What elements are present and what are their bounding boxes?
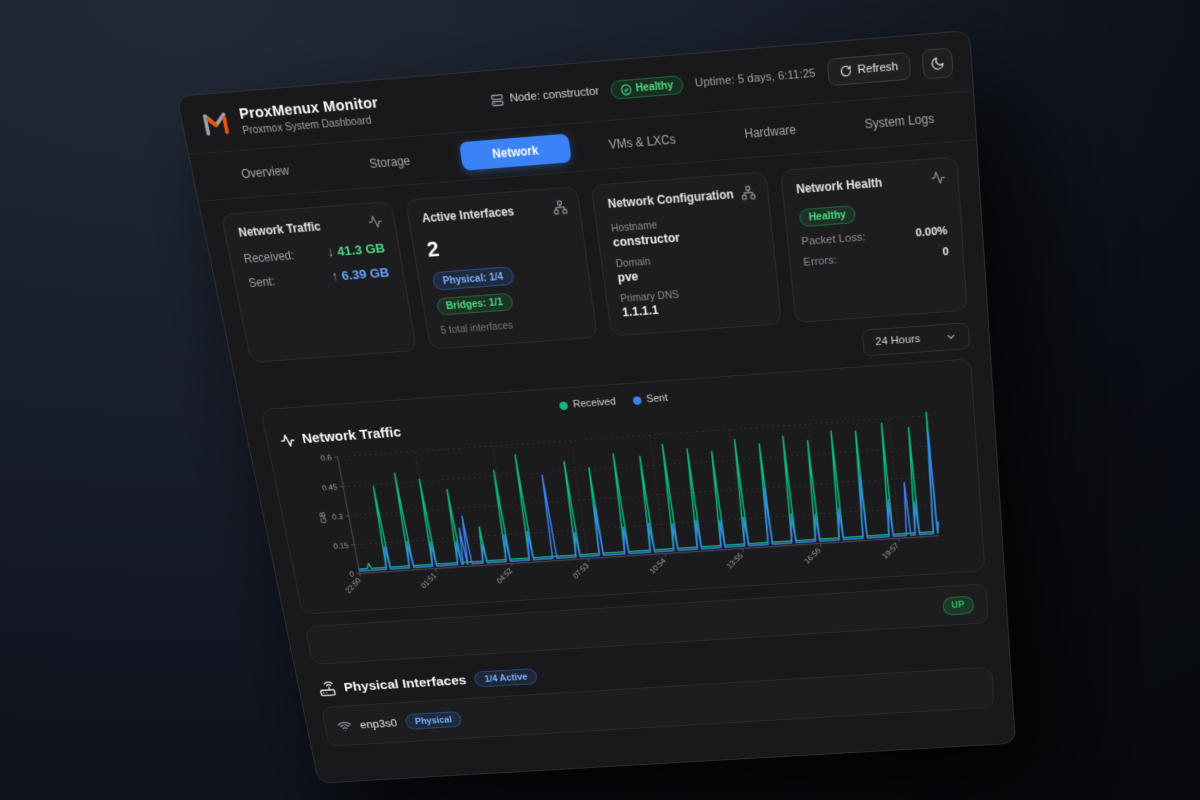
activity-icon: [279, 432, 296, 448]
network-health-card: Network Health Healthy Packet Loss: 0.00…: [779, 156, 968, 324]
network-traffic-card: Network Traffic Received: ↓ 41.3 GB Sent…: [220, 200, 417, 363]
physical-active-badge: 1/4 Active: [473, 668, 539, 688]
bridges-count-badge: Bridges: 1/1: [435, 292, 514, 316]
node-indicator: Node: constructor: [490, 85, 600, 107]
active-interfaces-card: Active Interfaces 2 Physical: 1/4 Bridge…: [404, 186, 598, 350]
physical-count-badge: Physical: 1/4: [431, 266, 515, 291]
check-circle-icon: [620, 83, 632, 95]
legend-label: Sent: [645, 392, 669, 406]
chevron-down-icon: [945, 331, 957, 343]
tab-label: Hardware: [743, 122, 797, 142]
theme-toggle-button[interactable]: [921, 47, 954, 80]
network-traffic-chart-card: Received Sent Network Traffic 0 0.15 0.3 0.4…: [260, 358, 986, 615]
tab-vms-lxcs[interactable]: VMs & LXCs: [575, 113, 708, 170]
network-configuration-card: Network Configuration Hostname construct…: [590, 171, 782, 337]
card-title: Network Health: [795, 175, 883, 197]
card-title: Network Traffic: [237, 219, 322, 240]
svg-text:01:51: 01:51: [419, 571, 438, 590]
activity-icon: [930, 169, 946, 185]
legend-label: Received: [572, 396, 617, 411]
svg-text:04:52: 04:52: [495, 566, 515, 585]
legend-dot: [558, 400, 569, 410]
tab-label: Network: [458, 133, 572, 171]
received-value: ↓ 41.3 GB: [325, 240, 386, 260]
health-status-badge: Healthy: [609, 75, 685, 100]
health-badge: Healthy: [798, 204, 857, 228]
legend-dot: [632, 395, 642, 405]
card-title: Network Configuration: [606, 187, 735, 211]
moon-icon: [930, 56, 945, 72]
legend-item-sent: Sent: [632, 392, 669, 406]
node-label: Node: constructor: [508, 85, 600, 105]
svg-text:0: 0: [349, 570, 355, 579]
errors-label: Errors:: [802, 254, 838, 269]
svg-text:19:57: 19:57: [880, 541, 901, 561]
router-icon: [317, 680, 337, 697]
tab-overview[interactable]: Overview: [199, 144, 332, 200]
app-brand: ProxMenux Monitor Proxmox System Dashboa…: [197, 93, 382, 139]
tab-label: VMs & LXCs: [607, 132, 677, 152]
server-icon: [490, 92, 505, 106]
interface-type-badge: Physical: [404, 711, 463, 730]
sent-value: ↑ 6.39 GB: [330, 264, 391, 284]
active-interface-count: 2: [425, 236, 441, 262]
time-range-select[interactable]: 24 Hours: [861, 322, 971, 357]
packet-loss-label: Packet Loss:: [800, 231, 867, 249]
svg-text:07:53: 07:53: [571, 561, 591, 580]
dashboard-window: ProxMenux Monitor Proxmox System Dashboa…: [176, 29, 1016, 784]
tab-storage[interactable]: Storage: [323, 134, 456, 190]
svg-text:16:56: 16:56: [802, 546, 822, 565]
tab-hardware[interactable]: Hardware: [703, 103, 836, 161]
network-icon: [740, 184, 756, 200]
svg-text:0.3: 0.3: [331, 512, 343, 521]
packet-loss-value: 0.00%: [914, 225, 948, 240]
physical-interfaces-title: Physical Interfaces: [342, 672, 468, 695]
card-title: Active Interfaces: [420, 204, 515, 226]
svg-text:13:55: 13:55: [725, 551, 745, 570]
tab-label: System Logs: [864, 111, 935, 132]
sent-label: Sent:: [247, 274, 277, 291]
received-label: Received:: [242, 248, 296, 266]
errors-value: 0: [942, 245, 950, 259]
svg-text:0.45: 0.45: [321, 483, 338, 493]
network-icon: [552, 199, 569, 215]
svg-text:22:50: 22:50: [343, 576, 362, 595]
proxmenux-logo-icon: [197, 106, 234, 139]
svg-text:0.15: 0.15: [333, 541, 350, 551]
up-status-badge: UP: [941, 595, 975, 616]
refresh-button[interactable]: Refresh: [826, 52, 912, 87]
svg-text:0.6: 0.6: [320, 453, 333, 463]
traffic-chart: 0 0.15 0.3 0.45 0.6 GB 22:50 01:51 04:52 07:53 10:…: [283, 407, 971, 610]
interface-name: enp3s0: [358, 716, 398, 731]
activity-icon: [366, 214, 383, 230]
tab-label: Storage: [368, 153, 412, 171]
tab-label: Overview: [240, 163, 291, 182]
tab-network[interactable]: Network: [449, 124, 582, 181]
tab-system-logs[interactable]: System Logs: [833, 92, 967, 150]
total-interfaces-note: 5 total interfaces: [439, 319, 514, 337]
uptime-label: Uptime: 5 days, 6:11:25: [694, 67, 817, 90]
wifi-icon: [336, 719, 352, 733]
svg-text:10:54: 10:54: [648, 556, 668, 575]
svg-text:GB: GB: [318, 512, 329, 524]
refresh-icon: [839, 64, 852, 78]
